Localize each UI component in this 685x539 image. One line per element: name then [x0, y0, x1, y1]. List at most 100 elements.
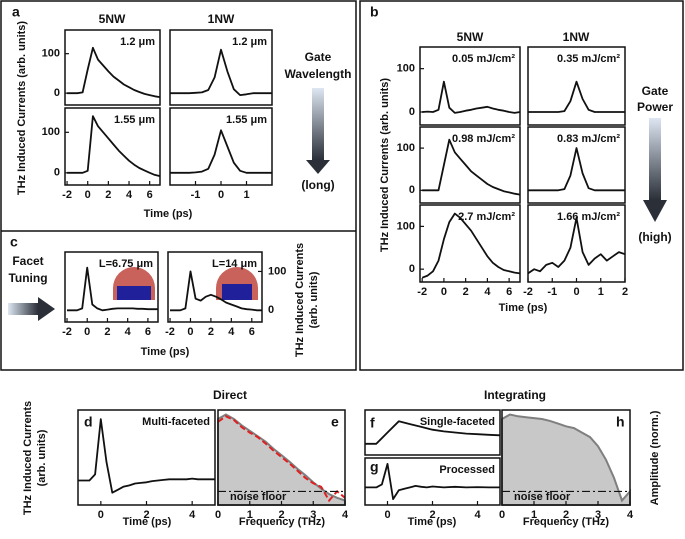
x-tick-label: 2: [463, 286, 469, 298]
plot-frame: [527, 46, 626, 126]
y-axis-label: THz Induced Currents (arb. units): [379, 78, 391, 253]
x-tick-label: 0: [98, 509, 104, 521]
x-tick-label: 2: [563, 509, 569, 521]
plot-annotation: 1.2 μm: [232, 36, 267, 48]
spectrum-area: [501, 413, 631, 506]
x-tick-label: 2: [278, 509, 284, 521]
plot-annotation: 0.05 mJ/cm²: [452, 53, 515, 65]
x-tick-label: 4: [125, 326, 132, 338]
y-axis-label: Amplitude (norm.): [649, 410, 661, 505]
x-axis-label: Time (ps): [144, 208, 193, 220]
column-header: 5NW: [457, 30, 484, 44]
plot-annotation: Multi-faceted: [142, 416, 210, 428]
x-tick-label: 6: [145, 326, 151, 338]
facet-inset: [113, 267, 155, 300]
y-tick-label: 0: [409, 263, 415, 275]
x-tick-label: 6: [147, 189, 153, 201]
plot-annotation: 1.55 μm: [226, 114, 267, 126]
x-axis-label: Time (ps): [499, 302, 548, 314]
x-tick-label: 2: [105, 189, 111, 201]
panel-label: b: [370, 4, 379, 20]
y-tick-label: 0: [54, 87, 60, 99]
plot-annotation: 2.7 mJ/cm²: [458, 211, 515, 223]
arrow: [312, 88, 324, 160]
x-tick-label: -2: [165, 326, 175, 338]
plot-annotation: 1.2 μm: [120, 36, 155, 48]
y-axis-label: THz Induced Currents: [22, 401, 34, 515]
x-tick-label: 0: [441, 286, 447, 298]
x-tick-label: 3: [595, 509, 601, 521]
plot-annotation: Processed: [439, 464, 495, 476]
side-label: Facet: [12, 254, 43, 268]
x-tick-label: 1: [247, 509, 253, 521]
plot-frame: [64, 29, 161, 106]
y-axis-label: (arb. units): [308, 271, 320, 328]
waveform: [67, 46, 161, 98]
column-header: 1NW: [208, 12, 235, 26]
arrow-head: [643, 200, 667, 222]
x-tick-label: 0: [499, 509, 505, 521]
x-tick-label: 0: [384, 509, 390, 521]
y-tick-label: 0: [54, 167, 60, 179]
x-tick-label: 1: [243, 189, 249, 201]
x-tick-label: 0: [85, 189, 91, 201]
x-tick-label: 6: [506, 286, 512, 298]
noise-floor-label: noise floor: [514, 491, 571, 503]
waveform: [365, 420, 501, 445]
panel-label: e: [331, 414, 339, 430]
plot-frame: [169, 29, 273, 106]
column-header: 5NW: [99, 12, 126, 26]
plot-annotation: 0.35 mJ/cm²: [557, 53, 620, 65]
x-tick-label: -1: [547, 286, 557, 298]
x-tick-label: 4: [474, 509, 481, 521]
waveform: [421, 212, 521, 279]
y-tick-label: 0: [409, 106, 415, 118]
side-label: Gate: [642, 84, 669, 98]
panel-ac-box: [0, 0, 357, 371]
panel-label: c: [10, 234, 18, 250]
x-tick-label: 2: [208, 326, 214, 338]
plot-frame: [419, 46, 521, 126]
x-axis-label: Time (ps): [141, 346, 190, 358]
plot-frame: [527, 126, 626, 204]
arrow-head: [306, 160, 330, 174]
y-tick-label: 100: [268, 265, 286, 277]
y-tick-label: 100: [397, 142, 415, 154]
side-label: Wavelength: [285, 67, 352, 81]
plot-annotation: 1.66 mJ/cm²: [557, 211, 620, 223]
x-tick-label: 4: [484, 286, 491, 298]
panel-label: a: [12, 4, 20, 20]
waveform: [78, 418, 215, 494]
x-tick-label: 2: [104, 326, 110, 338]
waveform: [527, 216, 626, 275]
side-label: Power: [637, 100, 673, 114]
section-title: Direct: [213, 388, 247, 402]
y-tick-label: 100: [42, 126, 60, 138]
waveform: [67, 115, 161, 177]
x-tick-label: 0: [84, 326, 90, 338]
column-header: 1NW: [563, 30, 590, 44]
x-tick-label: -1: [191, 189, 201, 201]
waveform: [170, 270, 262, 312]
side-label: (high): [638, 230, 671, 244]
waveform: [365, 463, 500, 500]
plot-frame: [167, 251, 263, 323]
arrow: [8, 303, 38, 315]
x-tick-label: 2: [429, 509, 435, 521]
plot-annotation: Single-faceted: [420, 416, 495, 428]
side-label: Gate: [305, 50, 332, 64]
x-tick-label: 0: [215, 509, 221, 521]
arrow-head: [38, 297, 55, 321]
x-tick-label: 4: [126, 189, 133, 201]
x-tick-label: 0: [187, 326, 193, 338]
x-tick-label: 2: [622, 286, 628, 298]
y-tick-label: 100: [397, 63, 415, 75]
x-tick-label: 6: [249, 326, 255, 338]
plot-annotation: 1.55 μm: [114, 114, 155, 126]
x-tick-label: 0: [218, 189, 224, 201]
waveform: [528, 80, 625, 113]
plot-annotation: 0.83 mJ/cm²: [557, 133, 620, 145]
x-tick-label: -2: [523, 286, 533, 298]
section-title: Integrating: [484, 388, 546, 402]
